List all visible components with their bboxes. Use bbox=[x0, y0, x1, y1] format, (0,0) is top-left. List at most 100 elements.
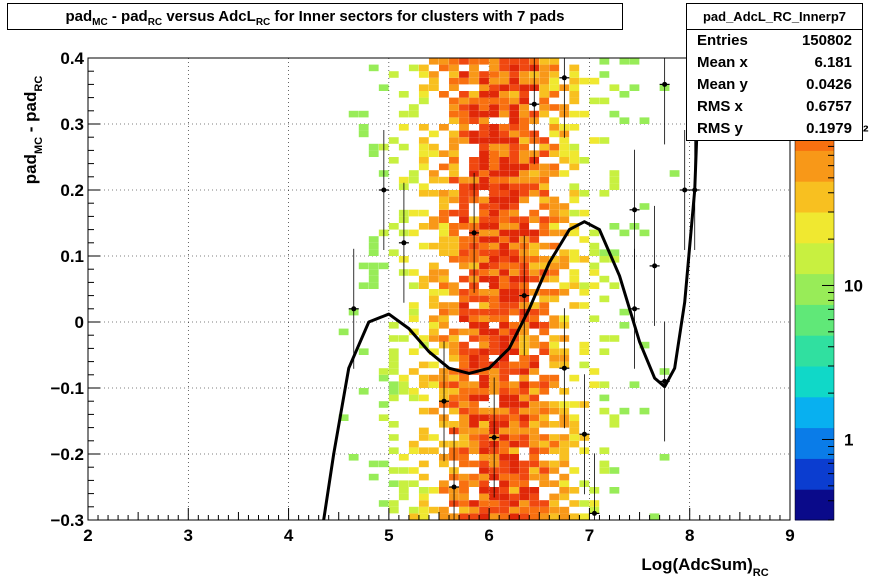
heatmap-cell bbox=[449, 341, 459, 349]
heatmap-cell bbox=[489, 157, 499, 164]
y-tick-label: 0.4 bbox=[60, 49, 84, 68]
heatmap-cell bbox=[499, 150, 509, 157]
heatmap-cell bbox=[549, 480, 560, 487]
heatmap-cell bbox=[539, 447, 550, 454]
stats-row-mean-x: Mean x 6.181 bbox=[697, 54, 852, 71]
heatmap-cell bbox=[529, 454, 540, 461]
profile-point bbox=[679, 130, 690, 250]
heatmap-cell bbox=[489, 91, 499, 98]
heatmap-cell bbox=[509, 414, 520, 421]
heatmap-cell bbox=[529, 322, 540, 329]
heatmap-cell bbox=[479, 500, 489, 507]
heatmap-cell bbox=[559, 473, 570, 481]
heatmap-cell bbox=[459, 341, 469, 349]
heatmap-cell bbox=[408, 209, 419, 217]
heatmap-cell bbox=[428, 361, 439, 369]
heatmap-cell bbox=[428, 262, 439, 270]
profile-point bbox=[649, 205, 660, 326]
heatmap-cell bbox=[529, 275, 540, 283]
heatmap-cell bbox=[499, 355, 509, 362]
heatmap-cell bbox=[479, 157, 489, 164]
heatmap-cell bbox=[499, 190, 509, 197]
heatmap-cell bbox=[549, 493, 560, 501]
heatmap-cell bbox=[589, 229, 600, 237]
heatmap-cell bbox=[529, 262, 540, 270]
heatmap-cell bbox=[539, 176, 550, 184]
heatmap-cell bbox=[499, 480, 509, 487]
heatmap-cell bbox=[619, 308, 630, 316]
heatmap-cell bbox=[479, 242, 489, 250]
heatmap-cell bbox=[499, 341, 509, 349]
heatmap-cell bbox=[449, 97, 459, 105]
heatmap-cell bbox=[459, 401, 469, 408]
chart-title: padMC - padRC versus AdcLRC for Inner se… bbox=[65, 8, 565, 28]
heatmap-cell bbox=[609, 249, 620, 256]
heatmap-cell bbox=[418, 209, 429, 217]
heatmap-cell bbox=[479, 183, 489, 190]
heatmap-cell bbox=[559, 203, 570, 210]
heatmap-cell bbox=[519, 388, 530, 395]
heatmap-cell bbox=[489, 256, 499, 263]
palette-swatch bbox=[795, 181, 834, 213]
heatmap-cell bbox=[398, 381, 409, 388]
heatmap-cell bbox=[378, 368, 389, 375]
heatmap-cell bbox=[459, 374, 469, 382]
heatmap-cell bbox=[479, 176, 489, 184]
heatmap-cell bbox=[358, 130, 369, 138]
heatmap-cell bbox=[549, 315, 560, 322]
heatmap-cell bbox=[499, 328, 509, 336]
heatmap-cell bbox=[549, 500, 560, 507]
heatmap-cell bbox=[428, 407, 439, 415]
heatmap-cell bbox=[479, 170, 489, 177]
heatmap-cell bbox=[388, 322, 399, 329]
heatmap-cell bbox=[519, 434, 530, 441]
heatmap-cell bbox=[398, 480, 409, 487]
heatmap-cell bbox=[398, 110, 409, 118]
heatmap-cell bbox=[549, 58, 560, 65]
heatmap-cell bbox=[519, 394, 530, 402]
heatmap-cell bbox=[489, 328, 499, 336]
heatmap-cell bbox=[529, 341, 540, 349]
heatmap-cell bbox=[549, 71, 560, 78]
heatmap-cell bbox=[439, 302, 449, 309]
stats-box: pad_AdcL_RC_Innerp7 Entries 150802 Mean x… bbox=[686, 3, 863, 141]
heatmap-cell bbox=[489, 262, 499, 270]
heatmap-cell bbox=[559, 493, 570, 501]
heatmap-cell bbox=[489, 513, 499, 520]
heatmap-cell bbox=[539, 77, 550, 85]
heatmap-cell bbox=[479, 388, 489, 395]
heatmap-cell bbox=[499, 289, 509, 296]
profile-point bbox=[589, 453, 600, 520]
heatmap-cell bbox=[479, 91, 489, 98]
heatmap-cell bbox=[549, 242, 560, 250]
heatmap-cell bbox=[469, 361, 479, 369]
heatmap-cell bbox=[368, 473, 379, 481]
heatmap-cell bbox=[479, 58, 489, 65]
heatmap-cell bbox=[519, 500, 530, 507]
heatmap-cell bbox=[479, 203, 489, 210]
heatmap-cell bbox=[439, 229, 449, 237]
heatmap-cell bbox=[489, 58, 499, 65]
heatmap-cell bbox=[449, 104, 459, 111]
heatmap-cell bbox=[569, 467, 580, 474]
heatmap-cell bbox=[418, 282, 429, 289]
heatmap-cell bbox=[529, 335, 540, 342]
heatmap-cell bbox=[499, 58, 509, 65]
heatmap-cell bbox=[619, 407, 630, 415]
heatmap-cell bbox=[609, 223, 620, 230]
heatmap-cell bbox=[569, 71, 580, 78]
heatmap-cell bbox=[569, 302, 580, 309]
heatmap-cell bbox=[439, 190, 449, 197]
heatmap-cell bbox=[469, 480, 479, 487]
heatmap-cell bbox=[559, 150, 570, 157]
heatmap-cell bbox=[579, 361, 590, 369]
heatmap-cell bbox=[579, 209, 590, 217]
heatmap-cell bbox=[499, 64, 509, 72]
profile-point bbox=[348, 248, 359, 369]
heatmap-cell bbox=[559, 249, 570, 256]
heatmap-cell bbox=[529, 289, 540, 296]
heatmap-cell bbox=[609, 256, 620, 263]
heatmap-cell bbox=[559, 440, 570, 448]
heatmap-cell bbox=[479, 447, 489, 454]
heatmap-cell bbox=[529, 190, 540, 197]
